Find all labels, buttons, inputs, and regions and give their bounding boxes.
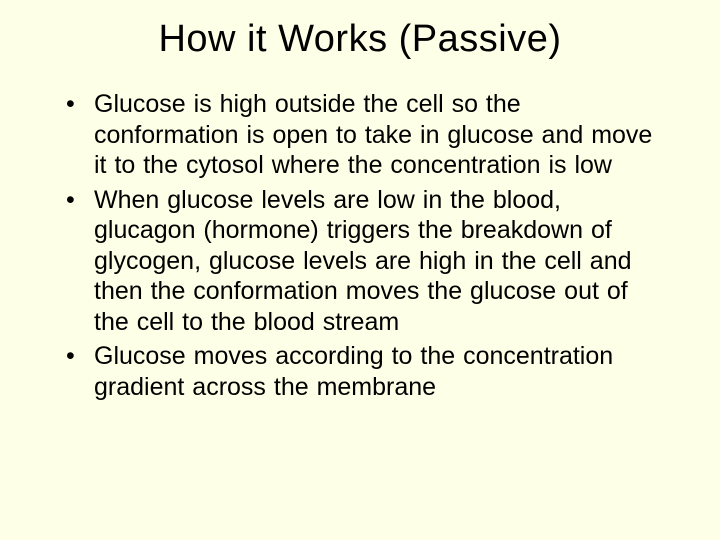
list-item: Glucose moves according to the concentra… bbox=[78, 341, 660, 402]
slide: How it Works (Passive) Glucose is high o… bbox=[0, 0, 720, 540]
list-item: Glucose is high outside the cell so the … bbox=[78, 89, 660, 181]
bullet-list: Glucose is high outside the cell so the … bbox=[50, 89, 670, 402]
list-item: When glucose levels are low in the blood… bbox=[78, 185, 660, 338]
slide-title: How it Works (Passive) bbox=[50, 18, 670, 61]
